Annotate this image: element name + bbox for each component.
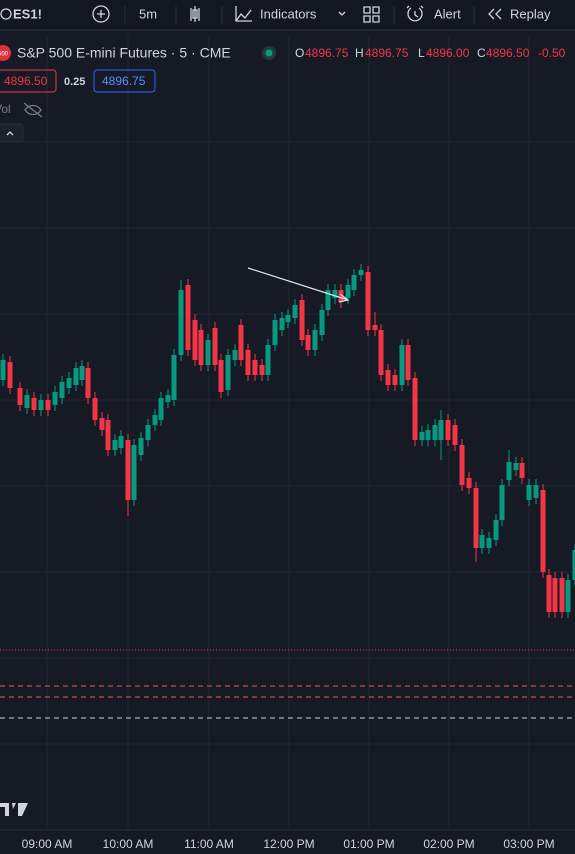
time-label: 03:00 PM [503, 837, 554, 851]
buy-box[interactable] [93, 69, 156, 93]
close-label: C [477, 46, 486, 60]
arrow-drawing[interactable] [247, 267, 350, 303]
sell-box[interactable] [0, 69, 57, 93]
low-value: 4896.00 [426, 46, 470, 60]
high-label: H [355, 46, 364, 60]
time-label: 12:00 PM [263, 837, 314, 851]
logo[interactable] [0, 803, 28, 816]
toolbar [0, 0, 575, 30]
time-label: 01:00 PM [343, 837, 394, 851]
market-status-dot [265, 49, 273, 57]
dropdown[interactable] [338, 11, 346, 16]
down-bodies [7, 272, 565, 612]
alert[interactable]: Alert [434, 6, 461, 21]
indicators-icon [235, 6, 252, 22]
badge-text: 500 [0, 52, 9, 58]
collapse-icon [6, 131, 14, 136]
buy-price[interactable]: 4896.75 [102, 74, 146, 88]
replay-icon [488, 8, 502, 20]
time-label: 11:00 AM [184, 837, 234, 851]
close-value: 4896.50 [486, 46, 530, 60]
time-axis: 09:00 AM 10:00 AM 11:00 AM 12:00 PM 01:00 PM… [22, 837, 555, 851]
time-label: 09:00 AM [22, 837, 73, 851]
high-value: 4896.75 [365, 46, 409, 60]
alert-icon [406, 5, 424, 22]
layouts[interactable] [363, 6, 380, 23]
volume-label: Vol [0, 102, 11, 116]
change: -0.50 [538, 46, 566, 60]
symbol-badge [0, 45, 11, 61]
time-label: 10:00 AM [103, 837, 154, 851]
symbol[interactable]: ES1! [13, 6, 42, 21]
sell-price[interactable]: 4896.50 [4, 74, 48, 88]
add-symbol[interactable] [92, 5, 110, 23]
hide-volume[interactable] [23, 102, 43, 118]
time-label: 02:00 PM [423, 837, 474, 851]
open-label: O [295, 46, 304, 60]
search-icon[interactable] [0, 8, 12, 20]
legend-title: S&P 500 E-mini Futures · 5 · CME [17, 45, 231, 61]
open-value: 4896.75 [305, 46, 349, 60]
interval[interactable]: 5m [139, 6, 157, 21]
low-label: L [418, 46, 425, 60]
up-bodies [0, 270, 575, 612]
add-icon [97, 10, 105, 18]
spread: 0.25 [64, 76, 85, 88]
chart-type[interactable] [190, 6, 200, 22]
indicators[interactable]: Indicators [260, 6, 317, 21]
replay[interactable]: Replay [510, 6, 551, 21]
